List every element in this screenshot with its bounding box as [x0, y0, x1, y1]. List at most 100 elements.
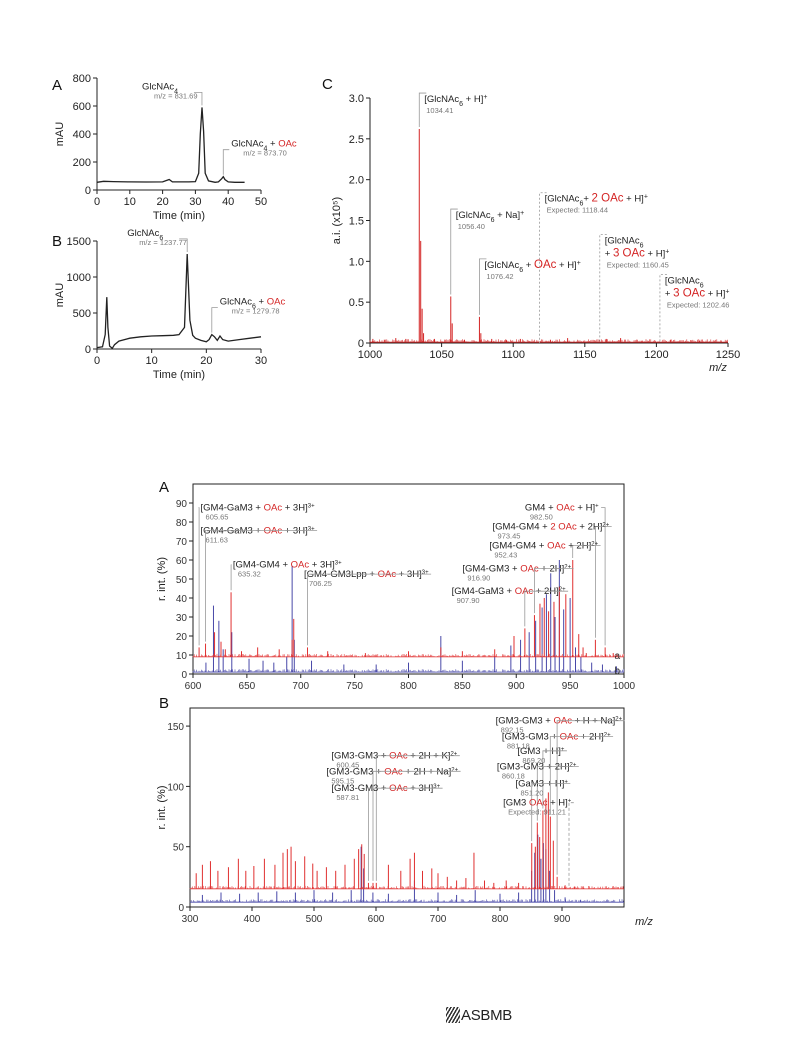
annotation-leader: [659, 273, 667, 343]
annotation-leader: [534, 568, 574, 614]
annotation-leader: [372, 770, 461, 881]
chromatogram-line: [96, 107, 245, 183]
panel-label: C: [322, 76, 333, 93]
peak-annotation-label: [GM3-GM3 + OAc + 2H + Na]2+: [326, 766, 458, 777]
peak-mz-label: 892.15: [501, 726, 524, 735]
annotation-leader: [205, 530, 318, 642]
peak-mz-label: 916.90: [467, 573, 490, 582]
y-tick-label: 70: [176, 537, 188, 548]
y-tick-label: 60: [176, 556, 188, 567]
y-tick-label: 1500: [67, 236, 91, 248]
y-tick-label: 600: [73, 101, 91, 113]
annotation-leader: [531, 783, 571, 842]
peak-mz-label: 1076.42: [486, 272, 513, 281]
y-tick-label: 40: [176, 594, 188, 605]
y-tick-label: 200: [73, 157, 91, 169]
panel-label: A: [159, 479, 169, 496]
annotation-leader: [536, 766, 579, 821]
asbmb-logo-icon: [446, 1007, 460, 1023]
annotation-leader: [307, 573, 432, 646]
spectrum-noise: [189, 885, 624, 889]
annotation-leader: [556, 720, 625, 875]
x-tick-label: 30: [255, 355, 267, 367]
panel-label: B: [52, 233, 62, 250]
peak-annotation-label: [GM4-GaM3 + OAc + 3H]3+: [201, 525, 316, 536]
peak-mz-label: 611.63: [206, 535, 228, 544]
x-tick-label: 1150: [573, 349, 597, 361]
y-tick-label: 100: [167, 782, 184, 793]
y-tick-label: 0: [85, 344, 91, 356]
annotation-leader: [211, 307, 218, 333]
y-tick-label: 80: [176, 518, 188, 529]
peak-annotation-label: [GlcNAc6+ 2 OAc + H]+: [545, 193, 648, 208]
peak-annotation-label: [GM3 OAc + H]+: [503, 798, 572, 809]
annotation-leader: [479, 258, 487, 315]
x-tick-label: 40: [222, 196, 234, 208]
annotation-leader: [549, 736, 614, 815]
panel-label: A: [52, 77, 62, 94]
chart-top-C: 1000 1050 1100 1150 1200 1250 0 0.5 1.0 1.5 2.0 2.5…: [322, 76, 740, 374]
y-tick-label: 90: [176, 499, 188, 510]
peak-annotation-label: [GlcNAc6 + H]+: [424, 94, 487, 108]
peak-annotation-label: GlcNAc4 + OAc: [231, 139, 297, 153]
annotation-leader: [524, 590, 569, 627]
x-tick-label: 650: [239, 681, 256, 692]
chart-bottom-A: 600 650 700 750 800 850 900 950 1000 0 10 20 30 40 50 6…: [156, 479, 636, 692]
peak-annotation-label: [GM4-GaM3 + OAc + 3H]3+: [201, 503, 316, 514]
peak-mz-label: 881.18: [507, 741, 530, 750]
x-tick-label: 800: [492, 914, 509, 925]
y-axis-label: r. int. (%): [156, 785, 168, 829]
y-tick-label: 2.5: [349, 134, 364, 146]
y-tick-label: 30: [176, 613, 188, 624]
annotation-leader: [572, 545, 601, 558]
x-axis-label: m/z: [709, 362, 727, 374]
x-tick-label: 0: [94, 196, 100, 208]
peak-mz-label: 982.50: [530, 513, 553, 522]
asbmb-logo-text: ASBMB: [461, 1006, 513, 1024]
peak-annotation-label: [GM4-GM3Lpp + OAc + 3H]3+: [304, 569, 429, 580]
annotation-leader: [595, 526, 612, 638]
peak-mz-label: 635.32: [238, 570, 261, 579]
x-tick-label: 900: [508, 681, 525, 692]
peak-annotation-label: [GlcNAc6: [665, 275, 704, 289]
x-axis-label: m/z: [635, 916, 653, 928]
y-axis-label: a.i. (x10⁵): [331, 197, 343, 244]
peak-mz-label: Expected: 911.21: [508, 808, 566, 817]
peak-annotation-label: [GlcNAc6: [605, 235, 644, 249]
peak-mz-label: 907.90: [457, 596, 480, 605]
x-tick-label: 1100: [501, 349, 525, 361]
asbmb-logo: ASBMB: [446, 1004, 512, 1026]
peak-mz-label: Expected: 1160.45: [607, 260, 669, 269]
plot-frame: [189, 707, 625, 908]
peak-mz-label: m/z = 1279.78: [232, 307, 280, 316]
peak-annotation-label: [GM3-GM3 + OAc + 3H]3+: [331, 783, 440, 794]
x-tick-label: 600: [368, 914, 385, 925]
peak-mz-label: 952.43: [494, 551, 517, 560]
peak-annotation-label: GlcNAc6 + OAc: [220, 297, 286, 311]
y-tick-label: 1.0: [349, 256, 364, 268]
annotation-leader: [568, 802, 574, 887]
peak-annotation-label: [GM3-GM3 + OAc + 2H]2+: [502, 731, 611, 742]
x-tick-label: 1050: [429, 349, 453, 361]
annotation-leader: [368, 787, 443, 881]
peak-annotation-label: GM4 + OAc + H]+: [525, 503, 599, 514]
peak-mz-label: 600.45: [336, 761, 359, 770]
peak-annotation-label: [GM3 + H]+: [517, 746, 565, 757]
x-tick-label: 750: [346, 681, 363, 692]
x-tick-label: 30: [189, 196, 201, 208]
y-tick-label: 0: [358, 338, 364, 350]
peak-mz-label: 973.45: [498, 532, 521, 541]
spectrum-noise: [189, 899, 624, 903]
x-tick-label: 850: [454, 681, 471, 692]
y-tick-label: 10: [176, 651, 188, 662]
peak-mz-label: 869.20: [522, 756, 545, 765]
peak-mz-label: Expected: 1202.46: [667, 300, 730, 309]
peak-annotation-label: [GM4-GM4 + 2 OAc + 2H]2+: [493, 522, 610, 533]
x-tick-label: 1000: [358, 349, 382, 361]
annotation-leader: [542, 750, 567, 809]
y-tick-label: 0: [178, 903, 184, 914]
series-label-a: a: [614, 651, 620, 662]
x-tick-label: 1250: [716, 349, 740, 361]
x-tick-label: 700: [292, 681, 309, 692]
y-tick-label: 0.5: [349, 297, 364, 309]
